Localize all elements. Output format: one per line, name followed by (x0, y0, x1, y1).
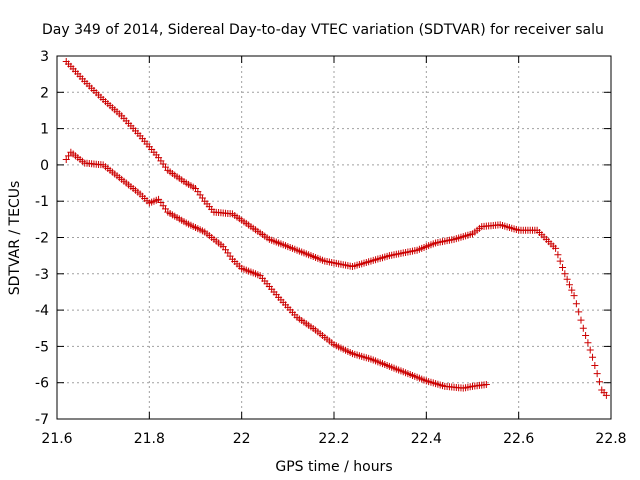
x-tick-label: 21.6 (41, 431, 72, 447)
x-tick-label: 22.2 (318, 431, 349, 447)
y-tick-label: -1 (35, 194, 49, 210)
data-point (579, 324, 587, 332)
data-point (554, 251, 562, 259)
x-tick-label: 22 (233, 431, 251, 447)
data-point (561, 270, 569, 278)
series-lower (62, 148, 490, 392)
grid-lines (57, 56, 611, 419)
data-point (589, 353, 597, 361)
x-tick-label: 22.8 (595, 431, 626, 447)
y-tick-label: -7 (35, 412, 49, 428)
y-tick-label: -2 (35, 231, 49, 247)
data-point (586, 346, 594, 354)
y-tick-label: 3 (40, 49, 49, 65)
y-tick-label: -5 (35, 339, 49, 355)
data-point (570, 292, 578, 300)
y-tick-label: -4 (35, 303, 49, 319)
x-tick-label: 21.8 (134, 431, 165, 447)
axis-ticks (56, 55, 612, 420)
data-point (565, 281, 573, 289)
x-tick-label: 22.4 (411, 431, 442, 447)
data-point (62, 155, 70, 163)
data-point (552, 244, 560, 252)
x-axis-title: GPS time / hours (275, 459, 392, 475)
data-point (65, 152, 73, 160)
series-upper (62, 57, 610, 399)
y-axis-title: SDTVAR / TECUs (7, 181, 23, 296)
data-point (563, 275, 571, 283)
data-point (482, 381, 490, 389)
data-series (62, 57, 610, 399)
data-point (577, 316, 585, 324)
y-tick-label: -3 (35, 267, 49, 283)
data-point (591, 361, 599, 369)
data-point (602, 391, 610, 399)
data-point (559, 263, 567, 271)
y-tick-label: -6 (35, 376, 49, 392)
y-tick-label: 2 (40, 85, 49, 101)
data-point (593, 370, 601, 378)
y-tick-label: 0 (40, 158, 49, 174)
data-point (568, 286, 576, 294)
y-tick-label: 1 (40, 122, 49, 138)
data-point (575, 308, 583, 316)
data-point (582, 332, 590, 340)
data-point (584, 339, 592, 347)
x-tick-label: 22.6 (503, 431, 534, 447)
data-point (572, 300, 580, 308)
data-point (556, 257, 564, 265)
tick-labels: 3 2 1 0 -1 -2 -3 -4 -5 -6 -7 21.6 21.8 22 22.2 22.4 22.6… (35, 49, 627, 447)
data-point (595, 378, 603, 386)
chart-title: Day 349 of 2014, Sidereal Day-to-day VTE… (42, 22, 604, 38)
